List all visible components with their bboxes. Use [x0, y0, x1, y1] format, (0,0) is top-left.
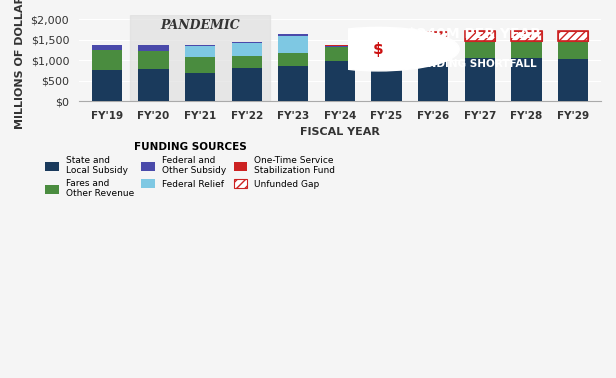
Bar [558, 41, 588, 59]
X-axis label: FISCAL YEAR: FISCAL YEAR [300, 127, 380, 137]
Bar [464, 58, 495, 101]
Bar [92, 50, 122, 70]
Bar [232, 42, 262, 43]
Bar [511, 58, 541, 101]
Bar [278, 34, 309, 36]
Bar [464, 31, 495, 41]
Text: $240M PER YEAR: $240M PER YEAR [407, 27, 541, 41]
Bar [325, 46, 355, 47]
Bar [418, 42, 448, 59]
Bar [371, 59, 402, 101]
Bar [139, 51, 169, 68]
Bar [371, 33, 402, 43]
Text: FUNDING SHORTFALL: FUNDING SHORTFALL [412, 59, 537, 69]
Bar [464, 42, 495, 58]
Legend: State and
Local Subsidy, Fares and
Other Revenue, Federal and
Other Subsidy, Fed: State and Local Subsidy, Fares and Other… [42, 139, 339, 202]
Bar [558, 31, 588, 41]
Bar [464, 41, 495, 42]
Bar [278, 53, 309, 66]
Bar [325, 61, 355, 101]
Text: PANDEMIC: PANDEMIC [160, 19, 240, 32]
Y-axis label: MILLIONS OF DOLLARS: MILLIONS OF DOLLARS [15, 0, 25, 129]
Bar [371, 33, 402, 43]
Bar [278, 36, 309, 53]
Bar [185, 46, 215, 57]
Bar [511, 41, 541, 42]
Bar [232, 43, 262, 56]
Bar [464, 31, 495, 41]
Bar [278, 66, 309, 101]
Bar [232, 68, 262, 101]
Bar [92, 70, 122, 101]
Text: $: $ [373, 42, 384, 57]
Bar [130, 15, 270, 101]
Bar [185, 57, 215, 73]
Bar [139, 45, 169, 51]
Bar [418, 32, 448, 42]
Bar [185, 45, 215, 46]
Bar [558, 31, 588, 41]
Bar [511, 31, 541, 41]
Bar [325, 47, 355, 61]
Bar [232, 56, 262, 68]
Bar [418, 32, 448, 42]
Bar [511, 31, 541, 41]
Bar [418, 59, 448, 101]
Bar [325, 45, 355, 46]
Bar [558, 59, 588, 101]
Bar [185, 73, 215, 101]
Circle shape [298, 27, 459, 71]
Bar [92, 45, 122, 50]
Bar [371, 43, 402, 59]
Bar [511, 42, 541, 58]
Bar [139, 68, 169, 101]
